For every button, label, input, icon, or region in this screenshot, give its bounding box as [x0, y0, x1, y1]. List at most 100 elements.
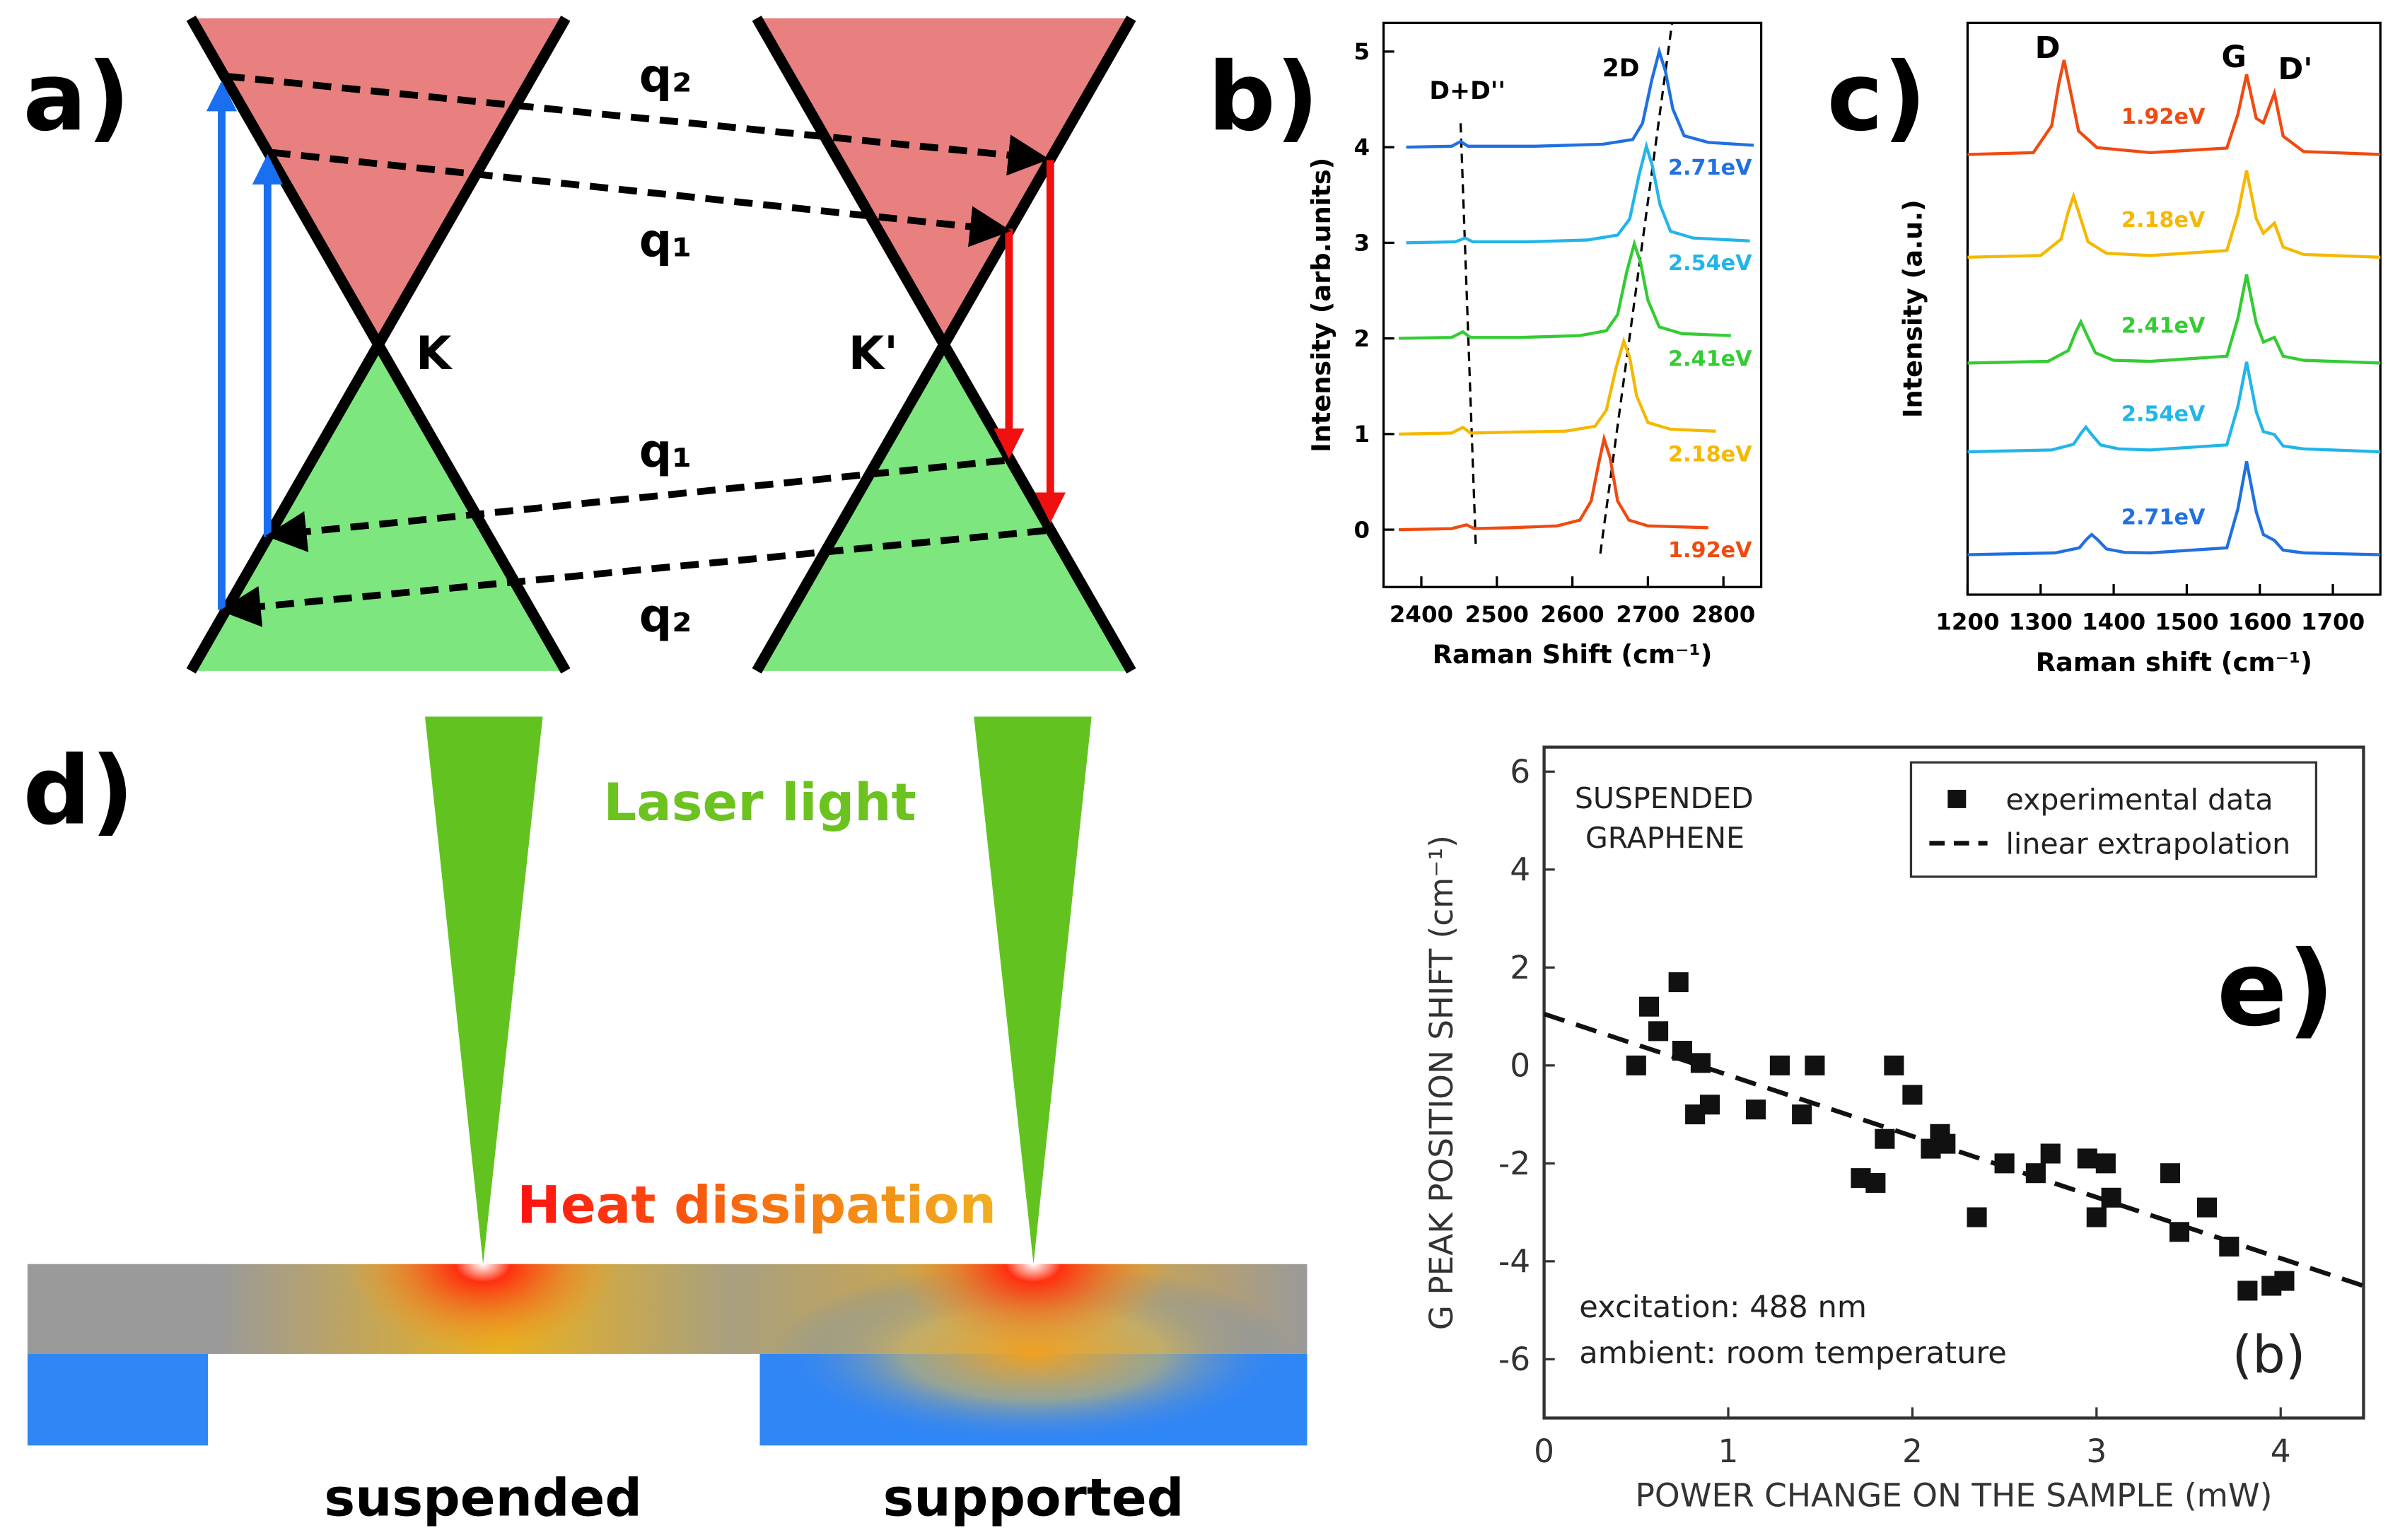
- panel-a: a) q₂ q₁ K K' q₁ q₂: [23, 16, 1136, 674]
- data-point: [1884, 1055, 1904, 1075]
- annotation: G: [2221, 40, 2246, 75]
- panel-d: d) Laser light Heat dissipation suspende…: [23, 716, 1307, 1528]
- annotation: excitation: 488 nm: [1579, 1290, 1867, 1325]
- y-tick-label: 2: [1510, 949, 1530, 986]
- scattering-arrows: [219, 72, 1050, 627]
- data-point: [1792, 1104, 1812, 1125]
- panel-letter: d): [23, 736, 134, 846]
- y-tick-label: -2: [1498, 1145, 1530, 1182]
- spectrum: [1967, 274, 2381, 365]
- chart: 1200 1300 1400 1500 1600 1700 Raman shift (cm⁻…: [1898, 21, 2382, 677]
- plot-frame: [1542, 745, 2365, 1420]
- heat-label: Heat dissipation: [517, 1176, 996, 1236]
- y-tick-label: 3: [1354, 230, 1370, 257]
- laser-label: Laser light: [603, 773, 916, 833]
- data-point: [1769, 1055, 1790, 1075]
- data-point: [2160, 1163, 2181, 1184]
- data-point: [2095, 1153, 2116, 1174]
- q-label: q₁: [639, 425, 692, 478]
- series-label: 2.71eV: [2121, 505, 2206, 530]
- annotation: 2D: [1602, 54, 1640, 83]
- annotation: GRAPHENE: [1585, 821, 1745, 855]
- y-tick-label: 0: [1354, 516, 1370, 543]
- data-point: [2237, 1281, 2258, 1301]
- data-point: [1902, 1085, 1923, 1105]
- spectrum: [1398, 433, 1708, 532]
- data-point: [1865, 1173, 1886, 1194]
- valence-cone: [191, 343, 566, 671]
- x-tick-label: 2700: [1616, 601, 1679, 628]
- y-tick-label: 6: [1510, 753, 1530, 791]
- x-tick-label: 1300: [2009, 609, 2073, 636]
- series-label: 2.54eV: [1668, 251, 1752, 276]
- series-label: 2.41eV: [1668, 346, 1752, 371]
- laser-beam: [425, 716, 543, 1264]
- annotation: D+D'': [1429, 77, 1505, 105]
- x-tick-label: 1200: [1935, 609, 1999, 636]
- x-tick-label: 1500: [2155, 609, 2218, 636]
- data-point: [2040, 1143, 2061, 1164]
- q-label: q₂: [639, 49, 692, 103]
- series-label: 1.92eV: [1668, 538, 1752, 563]
- cone-lines: [186, 16, 1136, 674]
- x-tick-label: 1600: [2228, 609, 2292, 636]
- x-tick-label: 0: [1534, 1433, 1554, 1470]
- y-tick-label: 2: [1354, 325, 1370, 352]
- data-point: [2274, 1271, 2295, 1291]
- series-label: 2.71eV: [1668, 156, 1752, 180]
- panel-letter: c): [1827, 42, 1927, 152]
- spectrum: [1398, 336, 1716, 436]
- data-point: [2086, 1207, 2107, 1227]
- plot-frame: [1382, 21, 1763, 588]
- y-tick-label: 1: [1354, 421, 1370, 448]
- annotation: ambient: room temperature: [1579, 1336, 2007, 1371]
- x-tick-label: 2500: [1465, 601, 1529, 628]
- laser-beam: [974, 716, 1092, 1264]
- chart: 0 1 2 3 4 -6 -4 -2 0 2 4 6 POWER CHANGE ON THE SAMPL…: [1423, 745, 2365, 1515]
- data-point: [1967, 1207, 1987, 1227]
- x-axis-label: POWER CHANGE ON THE SAMPLE (mW): [1636, 1477, 2273, 1515]
- valence-cone: [757, 343, 1131, 671]
- panel-letter: a): [23, 42, 130, 152]
- x-tick-label: 1700: [2301, 609, 2365, 636]
- annotation: D: [2035, 30, 2061, 66]
- y-tick-label: 4: [1354, 134, 1370, 161]
- spectrum: [1967, 461, 2381, 556]
- x-axis-label: Raman Shift (cm⁻¹): [1433, 639, 1713, 670]
- substrate: [27, 1353, 209, 1446]
- y-tick-label: 0: [1510, 1047, 1530, 1085]
- data-point: [1699, 1095, 1720, 1115]
- guide-line: [1599, 23, 1674, 554]
- annotation: D': [2278, 52, 2312, 87]
- legend-label: linear extrapolation: [2006, 827, 2291, 861]
- series-label: 1.92eV: [2121, 105, 2206, 129]
- spectrum: [1406, 140, 1750, 245]
- y-tick-label: -4: [1498, 1243, 1530, 1281]
- y-axis-label: G PEAK POSITION SHIFT (cm⁻¹): [1423, 835, 1460, 1330]
- x-axis-label: Raman shift (cm⁻¹): [2036, 647, 2312, 677]
- mask: [27, 1158, 1307, 1264]
- spectrum: [1967, 361, 2381, 454]
- data-point: [2197, 1197, 2218, 1218]
- annotation: (b): [2232, 1325, 2305, 1385]
- spectrum: [1967, 170, 2381, 259]
- spectrum: [1406, 46, 1754, 149]
- q-label: q₂: [639, 590, 692, 643]
- legend-label: experimental data: [2006, 783, 2273, 817]
- plot-frame: [1966, 21, 2382, 596]
- panel-letter: e): [2217, 928, 2335, 1049]
- data-point: [2077, 1148, 2097, 1169]
- data-point: [1805, 1055, 1825, 1075]
- data-point: [1626, 1055, 1646, 1075]
- series-label: 2.54eV: [2121, 402, 2206, 427]
- series-label: 2.18eV: [2121, 208, 2206, 233]
- conduction-cone: [757, 18, 1131, 344]
- x-tick-label: 1: [1718, 1433, 1739, 1470]
- y-axis-label: Intensity (arb.units): [1306, 158, 1336, 453]
- k-label: K: [416, 327, 453, 380]
- panel-letter: b): [1208, 42, 1319, 152]
- guide-line: [1459, 123, 1477, 544]
- y-tick-label: -6: [1498, 1341, 1530, 1378]
- x-tick-label: 2: [1902, 1433, 1923, 1470]
